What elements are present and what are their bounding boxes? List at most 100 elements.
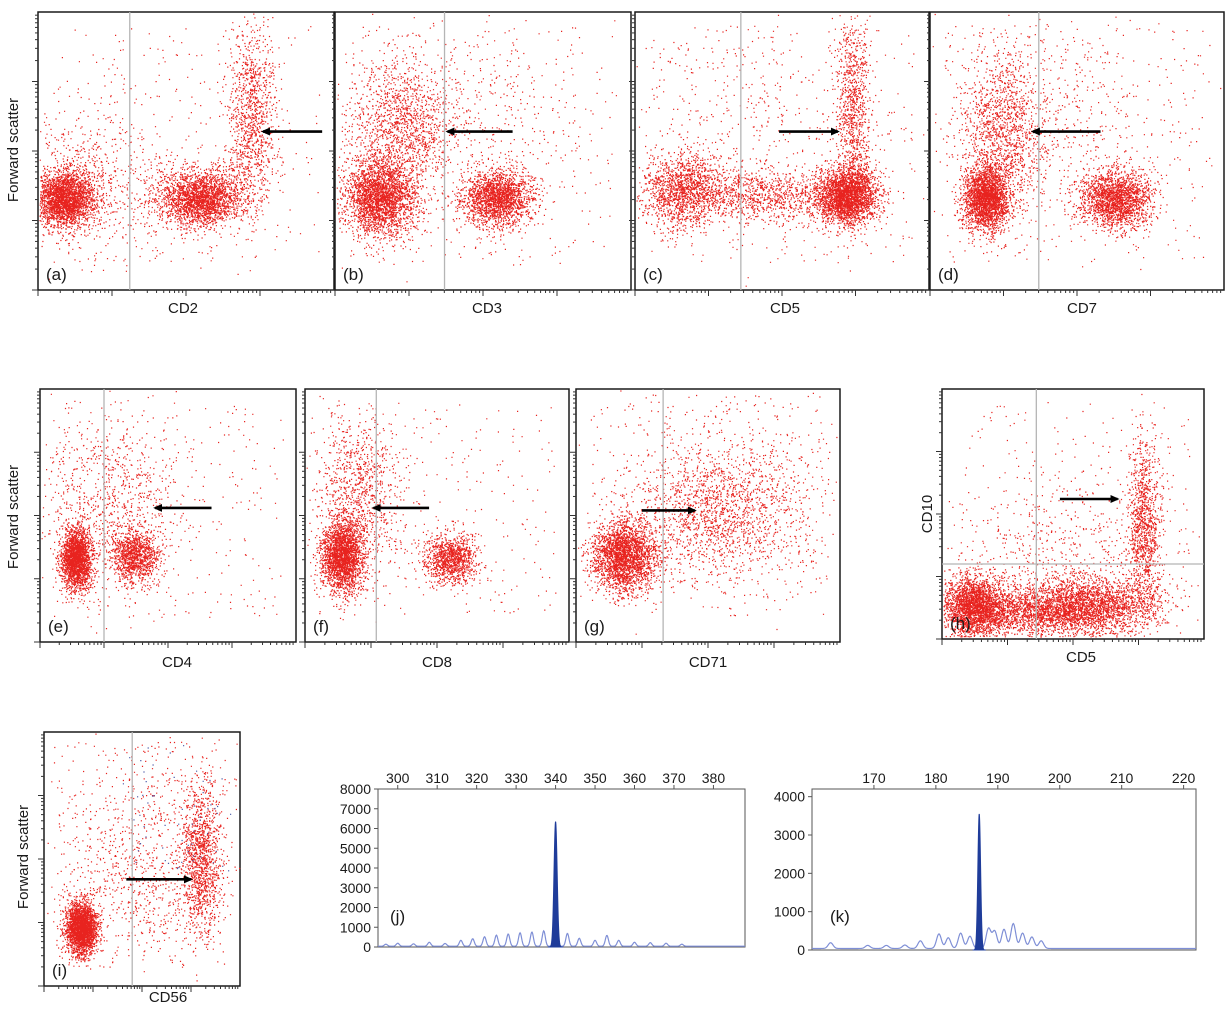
panel-j: 300 310 320 330 340 350 360 370 380 0 1000 2000 3000…	[340, 770, 746, 955]
scatter-points	[47, 733, 241, 982]
y-tick-label: 5000	[340, 840, 371, 856]
x-ticks: 300 310 320 330 340 350 360 370 380	[386, 770, 725, 789]
event-dots	[47, 733, 241, 982]
x-tick-label: 350	[583, 770, 607, 786]
y-tick-label: 2000	[774, 865, 805, 881]
panel-i: (i) CD56 Forward scatter	[15, 731, 241, 1006]
event-dots	[943, 393, 1200, 638]
panel-label: (j)	[390, 907, 405, 926]
y-tick-label: 1000	[340, 919, 371, 935]
panel-f: (f) CD8	[299, 388, 570, 671]
panel-d: (d) CD7	[924, 11, 1225, 317]
clonal-peak	[547, 821, 564, 948]
plot-frame	[811, 788, 1197, 951]
x-axis-label: CD4	[162, 654, 192, 671]
axis-ticks	[34, 391, 294, 648]
panel-label: (c)	[643, 265, 663, 284]
event-dots	[336, 13, 617, 283]
y-axis-label: Forward scatter	[15, 805, 32, 909]
scatter-points	[578, 390, 838, 635]
panel-label: (g)	[584, 617, 605, 636]
clonal-peak	[972, 813, 987, 951]
scatter-points	[636, 14, 925, 287]
panel-b: (b) CD3	[329, 11, 632, 317]
x-tick-label: 210	[1110, 770, 1134, 786]
y-axis-label: CD10	[919, 495, 936, 533]
axis-ticks	[570, 391, 838, 648]
x-tick-label: 320	[465, 770, 489, 786]
x-tick-label: 220	[1172, 770, 1196, 786]
x-tick-label: 180	[924, 770, 948, 786]
panel-h: (h) CD5 CD10	[919, 388, 1205, 666]
panel-k: 170 180 190 200 210 220 0 1000 2000 3000 4000 (k)	[774, 770, 1197, 958]
electropherogram-trace	[812, 922, 1196, 950]
panel-label: (k)	[830, 907, 850, 926]
x-tick-label: 190	[986, 770, 1010, 786]
panel-label: (e)	[48, 617, 69, 636]
x-tick-label: 360	[623, 770, 647, 786]
x-axis-label: CD5	[1066, 649, 1096, 666]
y-ticks: 0 1000 2000 3000 4000 5000 6000 7000 8000	[340, 781, 378, 955]
panel-label: (d)	[938, 265, 959, 284]
axis-ticks	[38, 734, 239, 992]
x-tick-label: 340	[544, 770, 568, 786]
axis-ticks	[629, 14, 927, 296]
y-tick-label: 3000	[774, 827, 805, 843]
axis-ticks	[924, 14, 1222, 296]
event-dots	[636, 14, 925, 287]
event-dots	[41, 390, 284, 634]
y-tick-label: 4000	[340, 860, 371, 876]
y-tick-label: 3000	[340, 880, 371, 896]
panel-g: (g) CD71	[570, 388, 841, 671]
y-tick-label: 0	[363, 939, 371, 955]
axis-ticks	[329, 14, 629, 296]
y-tick-label: 7000	[340, 801, 371, 817]
plot-frame	[334, 11, 632, 291]
x-tick-label: 300	[386, 770, 410, 786]
x-tick-label: 200	[1048, 770, 1072, 786]
x-tick-label: 330	[504, 770, 528, 786]
y-tick-label: 1000	[774, 904, 805, 920]
plot-frame	[634, 11, 930, 291]
panel-label: (h)	[950, 614, 971, 633]
y-tick-label: 8000	[340, 781, 371, 797]
x-axis-label: CD71	[689, 654, 727, 671]
y-ticks: 0 1000 2000 3000 4000	[774, 789, 812, 958]
scatter-points	[943, 393, 1200, 638]
plot-frame	[39, 388, 297, 643]
y-tick-label: 6000	[340, 821, 371, 837]
x-tick-label: 170	[862, 770, 886, 786]
axis-ticks	[32, 14, 332, 296]
x-tick-label: 370	[662, 770, 686, 786]
panel-label: (i)	[52, 961, 67, 980]
x-axis-label: CD56	[149, 989, 187, 1006]
axis-ticks	[936, 391, 1202, 645]
panel-label: (b)	[343, 265, 364, 284]
x-axis-label: CD8	[422, 654, 452, 671]
electropherogram-trace	[378, 929, 745, 947]
y-axis-label: Forward scatter	[5, 465, 22, 569]
axis-ticks	[299, 391, 567, 648]
panel-label: (a)	[46, 265, 67, 284]
plot-frame	[377, 788, 746, 948]
x-ticks: 170 180 190 200 210 220	[862, 770, 1196, 789]
plot-frame	[37, 11, 335, 291]
x-tick-label: 380	[702, 770, 726, 786]
panel-c: (c) CD5	[629, 11, 930, 317]
x-tick-label: 310	[426, 770, 450, 786]
scatter-points	[41, 390, 284, 634]
x-axis-label: CD7	[1067, 300, 1097, 317]
scatter-points	[336, 13, 617, 283]
event-dots	[578, 390, 838, 635]
panel-e: (e) CD4 Forward scatter	[5, 388, 297, 671]
panel-label: (f)	[313, 617, 329, 636]
panel-a: (a) CD2 Forward scatter	[5, 11, 335, 317]
y-tick-label: 2000	[340, 900, 371, 916]
y-axis-label: Forward scatter	[5, 98, 22, 202]
y-tick-label: 4000	[774, 789, 805, 805]
x-axis-label: CD3	[472, 300, 502, 317]
y-tick-label: 0	[797, 942, 805, 958]
x-axis-label: CD5	[770, 300, 800, 317]
